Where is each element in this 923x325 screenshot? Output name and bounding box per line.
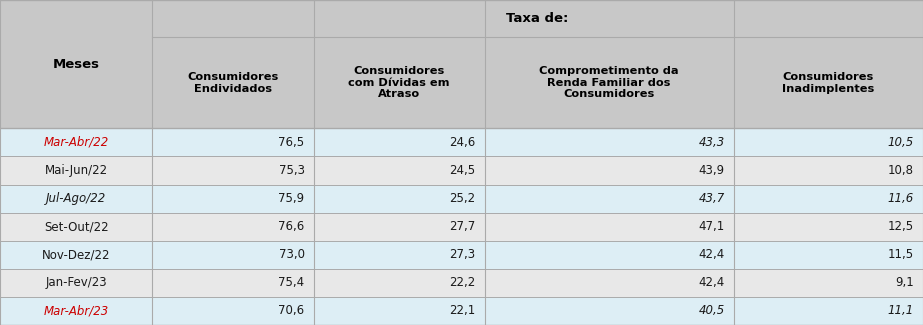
Bar — [0, 241, 152, 269]
Bar — [734, 185, 923, 213]
Text: 11,1: 11,1 — [888, 305, 914, 318]
Bar — [152, 37, 314, 128]
Text: 9,1: 9,1 — [895, 276, 914, 289]
Bar — [0, 269, 152, 297]
Bar — [0, 0, 152, 128]
Bar — [734, 128, 923, 156]
Text: Comprometimento da
Renda Familiar dos
Consumidores: Comprometimento da Renda Familiar dos Co… — [539, 66, 679, 99]
Text: 43,3: 43,3 — [699, 136, 725, 149]
Text: 10,8: 10,8 — [888, 164, 914, 177]
Text: Mai-Jun/22: Mai-Jun/22 — [44, 164, 108, 177]
Text: 12,5: 12,5 — [888, 220, 914, 233]
Bar — [152, 128, 314, 156]
Bar — [485, 128, 734, 156]
Bar — [314, 128, 485, 156]
Bar — [485, 241, 734, 269]
Text: 40,5: 40,5 — [699, 305, 725, 318]
Text: 24,5: 24,5 — [450, 164, 475, 177]
Bar — [152, 185, 314, 213]
Text: Jul-Ago/22: Jul-Ago/22 — [46, 192, 106, 205]
Text: 11,5: 11,5 — [888, 248, 914, 261]
Text: 43,7: 43,7 — [699, 192, 725, 205]
Text: Nov-Dez/22: Nov-Dez/22 — [42, 248, 111, 261]
Bar — [734, 213, 923, 241]
Bar — [152, 0, 923, 37]
Text: Taxa de:: Taxa de: — [507, 12, 569, 25]
Bar — [485, 213, 734, 241]
Text: 70,6: 70,6 — [279, 305, 305, 318]
Bar — [314, 185, 485, 213]
Bar — [152, 156, 314, 185]
Bar — [0, 297, 152, 325]
Bar — [734, 297, 923, 325]
Text: Consumidores
com Dívidas em
Atraso: Consumidores com Dívidas em Atraso — [349, 66, 450, 99]
Bar — [152, 269, 314, 297]
Text: 10,5: 10,5 — [888, 136, 914, 149]
Bar — [314, 269, 485, 297]
Bar — [314, 37, 485, 128]
Text: 76,6: 76,6 — [279, 220, 305, 233]
Text: Meses: Meses — [53, 58, 100, 71]
Bar — [152, 213, 314, 241]
Text: 75,3: 75,3 — [279, 164, 305, 177]
Bar — [0, 156, 152, 185]
Text: Jan-Fev/23: Jan-Fev/23 — [45, 276, 107, 289]
Bar — [152, 241, 314, 269]
Text: 27,3: 27,3 — [450, 248, 475, 261]
Text: 43,9: 43,9 — [699, 164, 725, 177]
Bar — [0, 213, 152, 241]
Text: 75,4: 75,4 — [279, 276, 305, 289]
Bar — [485, 37, 734, 128]
Bar — [734, 37, 923, 128]
Text: 47,1: 47,1 — [699, 220, 725, 233]
Bar — [485, 156, 734, 185]
Bar — [314, 213, 485, 241]
Bar — [152, 297, 314, 325]
Text: 11,6: 11,6 — [888, 192, 914, 205]
Bar — [485, 185, 734, 213]
Text: 27,7: 27,7 — [450, 220, 475, 233]
Bar — [734, 156, 923, 185]
Bar — [0, 128, 152, 156]
Text: Set-Out/22: Set-Out/22 — [43, 220, 109, 233]
Text: 25,2: 25,2 — [450, 192, 475, 205]
Bar — [485, 269, 734, 297]
Text: Mar-Abr/22: Mar-Abr/22 — [43, 136, 109, 149]
Text: 75,9: 75,9 — [279, 192, 305, 205]
Bar — [734, 269, 923, 297]
Text: 76,5: 76,5 — [279, 136, 305, 149]
Text: 73,0: 73,0 — [279, 248, 305, 261]
Text: Mar-Abr/23: Mar-Abr/23 — [43, 305, 109, 318]
Bar — [314, 297, 485, 325]
Bar — [0, 185, 152, 213]
Text: 22,1: 22,1 — [450, 305, 475, 318]
Bar — [314, 241, 485, 269]
Text: 22,2: 22,2 — [450, 276, 475, 289]
Text: Consumidores
Inadimplentes: Consumidores Inadimplentes — [783, 72, 874, 94]
Bar — [314, 156, 485, 185]
Text: 42,4: 42,4 — [699, 276, 725, 289]
Text: 42,4: 42,4 — [699, 248, 725, 261]
Text: 24,6: 24,6 — [450, 136, 475, 149]
Text: Consumidores
Endividados: Consumidores Endividados — [187, 72, 279, 94]
Bar — [485, 297, 734, 325]
Bar — [734, 241, 923, 269]
